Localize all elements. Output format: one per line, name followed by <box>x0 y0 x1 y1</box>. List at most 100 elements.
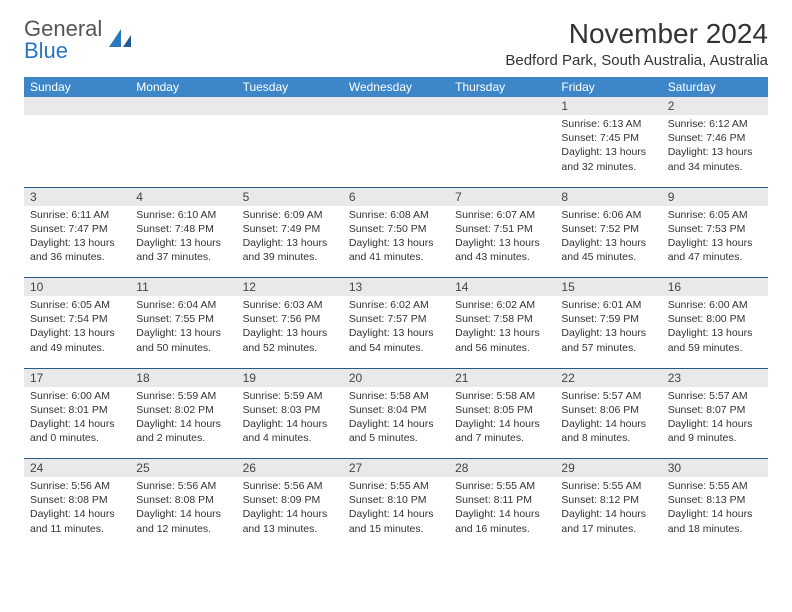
sunrise-line: Sunrise: 6:06 AM <box>561 208 655 222</box>
day-content-cell: Sunrise: 6:01 AMSunset: 7:59 PMDaylight:… <box>555 296 661 368</box>
sunset-line: Sunset: 7:50 PM <box>349 222 443 236</box>
day-number-cell <box>24 97 130 115</box>
brand-line2: Blue <box>24 38 68 63</box>
day-content-cell: Sunrise: 5:59 AMSunset: 8:02 PMDaylight:… <box>130 387 236 459</box>
weekday-header: Friday <box>555 77 661 97</box>
sunrise-line: Sunrise: 6:03 AM <box>243 298 337 312</box>
weekday-header: Saturday <box>662 77 768 97</box>
sunrise-line: Sunrise: 5:58 AM <box>349 389 443 403</box>
daylight-line: Daylight: 14 hours and 9 minutes. <box>668 417 762 445</box>
sunrise-line: Sunrise: 5:58 AM <box>455 389 549 403</box>
day-content-cell: Sunrise: 5:58 AMSunset: 8:04 PMDaylight:… <box>343 387 449 459</box>
day-number-cell: 24 <box>24 459 130 478</box>
daylight-line: Daylight: 13 hours and 47 minutes. <box>668 236 762 264</box>
daylight-line: Daylight: 14 hours and 4 minutes. <box>243 417 337 445</box>
sunset-line: Sunset: 7:48 PM <box>136 222 230 236</box>
sunrise-line: Sunrise: 5:57 AM <box>561 389 655 403</box>
sunset-line: Sunset: 7:51 PM <box>455 222 549 236</box>
day-content-cell: Sunrise: 6:11 AMSunset: 7:47 PMDaylight:… <box>24 206 130 278</box>
sunset-line: Sunset: 8:02 PM <box>136 403 230 417</box>
daylight-line: Daylight: 14 hours and 5 minutes. <box>349 417 443 445</box>
day-content-cell: Sunrise: 5:56 AMSunset: 8:08 PMDaylight:… <box>130 477 236 549</box>
day-number-row: 10111213141516 <box>24 278 768 297</box>
day-number-cell: 13 <box>343 278 449 297</box>
title-block: November 2024 Bedford Park, South Austra… <box>505 18 768 69</box>
sunrise-line: Sunrise: 5:56 AM <box>136 479 230 493</box>
sunrise-line: Sunrise: 6:11 AM <box>30 208 124 222</box>
day-number-cell: 8 <box>555 187 661 206</box>
day-content-cell: Sunrise: 5:55 AMSunset: 8:10 PMDaylight:… <box>343 477 449 549</box>
day-content-cell: Sunrise: 6:08 AMSunset: 7:50 PMDaylight:… <box>343 206 449 278</box>
day-content-cell: Sunrise: 5:57 AMSunset: 8:07 PMDaylight:… <box>662 387 768 459</box>
weekday-header: Tuesday <box>237 77 343 97</box>
day-content-cell: Sunrise: 6:05 AMSunset: 7:54 PMDaylight:… <box>24 296 130 368</box>
day-content-cell: Sunrise: 6:02 AMSunset: 7:57 PMDaylight:… <box>343 296 449 368</box>
sunrise-line: Sunrise: 6:05 AM <box>668 208 762 222</box>
day-content-row: Sunrise: 6:13 AMSunset: 7:45 PMDaylight:… <box>24 115 768 187</box>
day-number-cell <box>449 97 555 115</box>
day-number-cell: 19 <box>237 368 343 387</box>
day-content-cell <box>24 115 130 187</box>
brand-line1: General <box>24 18 102 40</box>
sail-icon <box>107 27 133 54</box>
day-content-cell: Sunrise: 6:06 AMSunset: 7:52 PMDaylight:… <box>555 206 661 278</box>
sunset-line: Sunset: 7:56 PM <box>243 312 337 326</box>
sunset-line: Sunset: 8:10 PM <box>349 493 443 507</box>
day-number-row: 17181920212223 <box>24 368 768 387</box>
daylight-line: Daylight: 13 hours and 34 minutes. <box>668 145 762 173</box>
brand-logo: General Blue <box>24 18 133 62</box>
sunset-line: Sunset: 8:08 PM <box>30 493 124 507</box>
day-content-row: Sunrise: 6:00 AMSunset: 8:01 PMDaylight:… <box>24 387 768 459</box>
day-number-cell: 16 <box>662 278 768 297</box>
sunset-line: Sunset: 7:59 PM <box>561 312 655 326</box>
daylight-line: Daylight: 13 hours and 59 minutes. <box>668 326 762 354</box>
day-number-cell: 20 <box>343 368 449 387</box>
day-content-row: Sunrise: 5:56 AM Sunset: 8:08 PM Daylight:… <box>24 477 768 549</box>
daylight-line: Daylight: 13 hours and 41 minutes. <box>349 236 443 264</box>
day-number-cell <box>237 97 343 115</box>
day-content-cell: Sunrise: 5:55 AMSunset: 8:11 PMDaylight:… <box>449 477 555 549</box>
day-number-cell: 17 <box>24 368 130 387</box>
day-number-cell: 7 <box>449 187 555 206</box>
day-content-cell: Sunrise: 6:13 AMSunset: 7:45 PMDaylight:… <box>555 115 661 187</box>
day-number-cell: 21 <box>449 368 555 387</box>
day-content-cell <box>130 115 236 187</box>
day-number-cell: 4 <box>130 187 236 206</box>
daylight-line: Daylight: 13 hours and 36 minutes. <box>30 236 124 264</box>
day-content-cell: Sunrise: 5:58 AMSunset: 8:05 PMDaylight:… <box>449 387 555 459</box>
sunrise-line: Sunrise: 5:55 AM <box>455 479 549 493</box>
daylight-line: Daylight: 14 hours and 16 minutes. <box>455 507 549 535</box>
sunrise-line: Sunrise: 6:10 AM <box>136 208 230 222</box>
sunset-line: Sunset: 7:46 PM <box>668 131 762 145</box>
day-number-cell: 12 <box>237 278 343 297</box>
sunrise-line: Sunrise: 6:13 AM <box>561 117 655 131</box>
daylight-line: Daylight: 13 hours and 39 minutes. <box>243 236 337 264</box>
day-content-cell: Sunrise: 6:12 AMSunset: 7:46 PMDaylight:… <box>662 115 768 187</box>
day-number-cell <box>130 97 236 115</box>
day-content-cell: Sunrise: 5:55 AMSunset: 8:13 PMDaylight:… <box>662 477 768 549</box>
day-number-cell: 23 <box>662 368 768 387</box>
sunrise-line: Sunrise: 5:55 AM <box>668 479 762 493</box>
month-title: November 2024 <box>505 18 768 50</box>
page-header: General Blue November 2024 Bedford Park,… <box>24 18 768 69</box>
day-content-cell: Sunrise: 6:03 AMSunset: 7:56 PMDaylight:… <box>237 296 343 368</box>
sunrise-line: Sunrise: 6:02 AM <box>455 298 549 312</box>
sunset-line: Sunset: 8:05 PM <box>455 403 549 417</box>
day-number-cell: 1 <box>555 97 661 115</box>
day-number-cell: 11 <box>130 278 236 297</box>
day-number-cell: 3 <box>24 187 130 206</box>
sunrise-line: Sunrise: 5:55 AM <box>561 479 655 493</box>
sunrise-line: Sunrise: 6:09 AM <box>243 208 337 222</box>
sunset-line: Sunset: 7:55 PM <box>136 312 230 326</box>
sunrise-line: Sunrise: 6:00 AM <box>668 298 762 312</box>
day-content-cell <box>449 115 555 187</box>
sunrise-line: Sunrise: 5:55 AM <box>349 479 443 493</box>
sunset-line: Sunset: 8:06 PM <box>561 403 655 417</box>
daylight-line: Daylight: 13 hours and 49 minutes. <box>30 326 124 354</box>
sunrise-line: Sunrise: 6:02 AM <box>349 298 443 312</box>
daylight-line: Daylight: 13 hours and 52 minutes. <box>243 326 337 354</box>
day-content-row: Sunrise: 6:11 AMSunset: 7:47 PMDaylight:… <box>24 206 768 278</box>
day-number-cell: 22 <box>555 368 661 387</box>
sunrise-line: Sunrise: 6:01 AM <box>561 298 655 312</box>
sunset-line: Sunset: 7:49 PM <box>243 222 337 236</box>
